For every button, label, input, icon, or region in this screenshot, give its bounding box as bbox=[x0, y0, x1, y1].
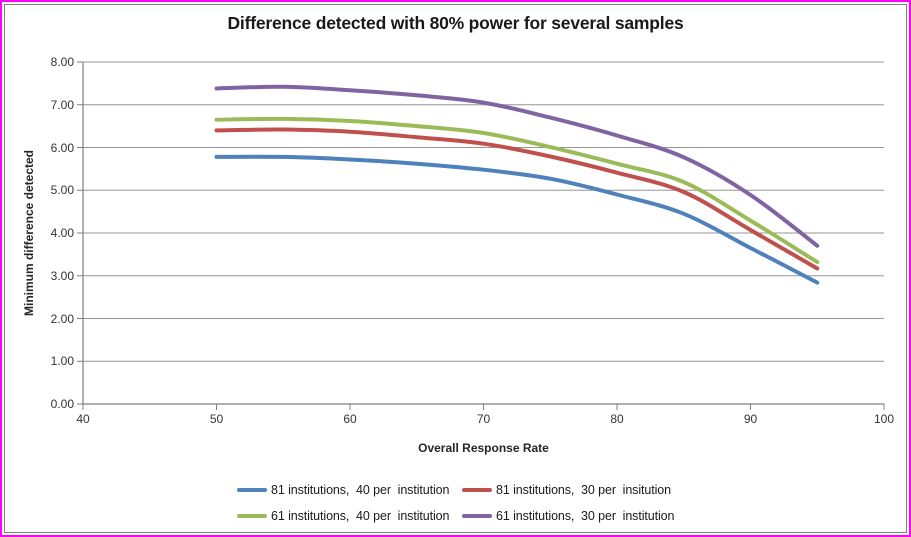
y-tick-label: 6.00 bbox=[50, 140, 74, 155]
legend-entry-series-3: 61 institutions, 40 per institution bbox=[237, 507, 462, 525]
x-tick-label: 60 bbox=[343, 412, 357, 426]
series-1-line-swatch bbox=[237, 488, 267, 492]
y-tick-label: 4.00 bbox=[50, 226, 74, 240]
x-tick-label: 50 bbox=[209, 412, 224, 426]
legend-label-series-3: 61 institutions, 40 per institution bbox=[271, 509, 450, 523]
legend: 81 institutions, 40 per institution 81 i… bbox=[237, 481, 674, 525]
legend-entry-series-2: 81 institutions, 30 per insitution bbox=[462, 481, 674, 499]
y-tick-label: 5.00 bbox=[50, 183, 74, 198]
y-axis-title: Minimum difference detected bbox=[22, 149, 36, 317]
legend-label-series-1: 81 institutions, 40 per institution bbox=[271, 483, 450, 497]
x-axis-title: Overall Response Rate bbox=[418, 441, 549, 455]
series-2-line-swatch bbox=[462, 488, 492, 492]
series-4-line-swatch bbox=[462, 514, 492, 518]
x-tick-label: 80 bbox=[610, 412, 624, 426]
y-tick-label: 0.00 bbox=[50, 397, 74, 411]
y-tick-label: 3.00 bbox=[50, 268, 74, 283]
y-tick-label: 2.00 bbox=[50, 311, 74, 326]
chart-title: Difference detected with 80% power for s… bbox=[227, 13, 684, 33]
x-tick-label: 90 bbox=[743, 412, 758, 426]
x-tick-label: 100 bbox=[873, 412, 895, 426]
legend-entry-series-4: 61 institutions, 30 per institution bbox=[462, 507, 674, 525]
x-tick-label: 40 bbox=[76, 412, 90, 426]
legend-entry-series-1: 81 institutions, 40 per institution bbox=[237, 481, 462, 499]
series-line-2 bbox=[214, 127, 820, 271]
legend-label-series-2: 81 institutions, 30 per insitution bbox=[496, 483, 671, 497]
y-tick-label: 7.00 bbox=[50, 97, 74, 112]
y-tick-label: 1.00 bbox=[50, 354, 74, 369]
series-line-3 bbox=[214, 116, 820, 265]
series-3-line-swatch bbox=[237, 514, 267, 518]
y-tick-label: 8.00 bbox=[50, 55, 74, 69]
series-line-4 bbox=[214, 84, 820, 248]
chart-area-border bbox=[4, 4, 907, 533]
series-line-1 bbox=[214, 154, 820, 285]
legend-label-series-4: 61 institutions, 30 per institution bbox=[496, 509, 675, 523]
x-tick-label: 70 bbox=[476, 412, 491, 426]
